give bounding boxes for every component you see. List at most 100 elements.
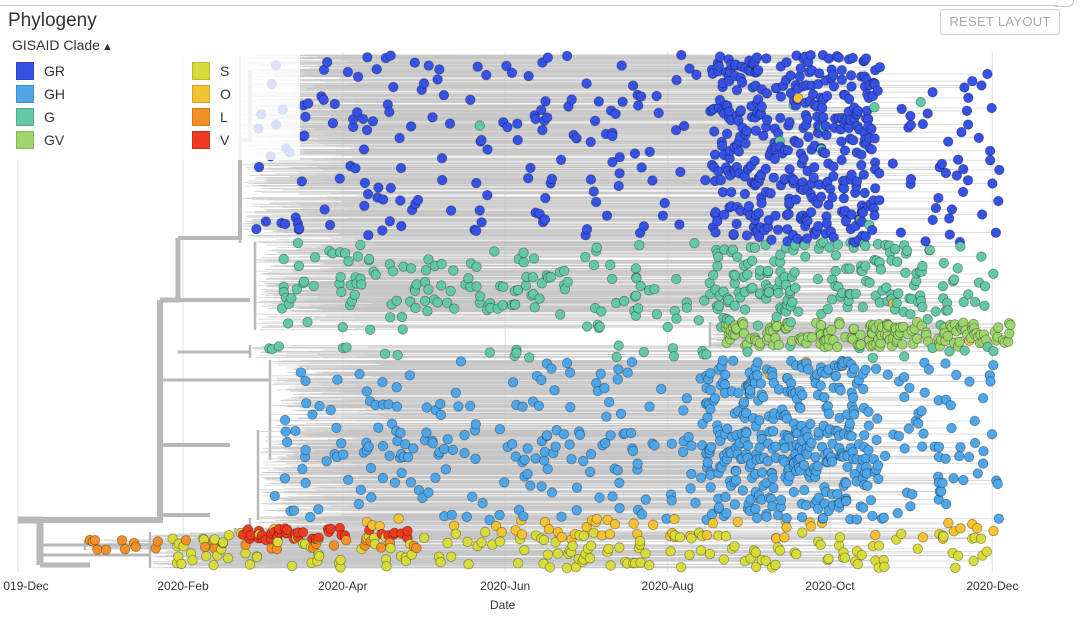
- tip-point-gh[interactable]: [767, 472, 778, 484]
- tip-point-gr[interactable]: [610, 108, 621, 120]
- tip-point-gh[interactable]: [561, 357, 573, 369]
- tip-point-g[interactable]: [391, 295, 402, 307]
- tip-point-gr[interactable]: [828, 171, 839, 182]
- tip-point-gr[interactable]: [607, 156, 618, 168]
- tip-point-gr[interactable]: [818, 112, 829, 123]
- tip-point-gh[interactable]: [948, 473, 959, 484]
- tip-point-g[interactable]: [875, 264, 887, 275]
- tip-point-g[interactable]: [302, 316, 313, 328]
- tip-point-g[interactable]: [747, 282, 758, 293]
- tip-point-gr[interactable]: [869, 210, 880, 221]
- tip-point-gr[interactable]: [395, 162, 407, 174]
- tip-point-g[interactable]: [729, 270, 741, 281]
- tip-point-gr[interactable]: [874, 168, 885, 179]
- tip-point-gr[interactable]: [753, 207, 765, 219]
- tip-point-g[interactable]: [752, 320, 764, 331]
- tip-point-gh[interactable]: [484, 514, 495, 526]
- tip-point-gh[interactable]: [377, 376, 388, 388]
- tip-point-gr[interactable]: [846, 81, 857, 92]
- tip-point-g[interactable]: [613, 340, 624, 351]
- tip-point-gh[interactable]: [683, 431, 694, 443]
- tip-point-g[interactable]: [419, 295, 431, 307]
- tip-point-gr[interactable]: [253, 161, 265, 173]
- tip-point-gh[interactable]: [536, 374, 547, 386]
- tip-point-gh[interactable]: [550, 441, 561, 452]
- tip-point-s[interactable]: [640, 548, 651, 559]
- tip-point-g[interactable]: [901, 245, 913, 256]
- tip-point-s[interactable]: [750, 547, 762, 558]
- tip-point-g[interactable]: [420, 265, 432, 276]
- tip-point-gh[interactable]: [832, 488, 843, 500]
- tip-point-g[interactable]: [742, 346, 753, 358]
- tip-point-gh[interactable]: [354, 368, 365, 380]
- tip-point-gr[interactable]: [963, 92, 974, 104]
- tip-point-gr[interactable]: [952, 154, 964, 165]
- tip-point-gv[interactable]: [1005, 319, 1016, 331]
- tip-point-g[interactable]: [988, 346, 999, 357]
- tip-point-g[interactable]: [536, 278, 548, 289]
- tip-point-g[interactable]: [524, 352, 535, 363]
- tip-point-gh[interactable]: [686, 468, 697, 480]
- tip-point-gh[interactable]: [377, 440, 389, 452]
- tip-point-gh[interactable]: [377, 472, 389, 484]
- tip-point-gh[interactable]: [494, 509, 505, 521]
- tip-point-g[interactable]: [924, 244, 935, 256]
- tip-point-s[interactable]: [729, 541, 740, 552]
- tip-point-o[interactable]: [806, 521, 817, 532]
- tip-point-gr[interactable]: [617, 96, 628, 108]
- tip-point-gr[interactable]: [781, 57, 792, 68]
- tip-point-gr[interactable]: [848, 135, 859, 146]
- tip-point-gr[interactable]: [944, 213, 955, 224]
- tip-point-o[interactable]: [972, 522, 983, 534]
- tip-point-g[interactable]: [812, 273, 824, 285]
- tip-point-gh[interactable]: [470, 453, 481, 465]
- tip-point-g[interactable]: [527, 272, 539, 283]
- tip-point-gh[interactable]: [297, 463, 308, 475]
- tip-point-gh[interactable]: [430, 472, 441, 484]
- tip-point-gh[interactable]: [882, 369, 894, 380]
- tip-point-gr[interactable]: [712, 216, 723, 227]
- tip-point-g[interactable]: [356, 279, 367, 290]
- tip-point-g[interactable]: [605, 259, 616, 271]
- tip-point-gr[interactable]: [838, 193, 850, 204]
- tip-point-gr[interactable]: [808, 172, 819, 183]
- tip-point-gh[interactable]: [627, 445, 639, 457]
- tip-point-gr[interactable]: [770, 210, 781, 221]
- tip-point-gr[interactable]: [737, 77, 748, 88]
- tip-point-g[interactable]: [867, 352, 879, 364]
- tip-point-gr[interactable]: [394, 132, 405, 144]
- legend-item-gr[interactable]: GR: [16, 60, 65, 82]
- tip-point-g[interactable]: [942, 305, 954, 316]
- tip-point-o[interactable]: [628, 518, 639, 529]
- tip-point-gr[interactable]: [585, 136, 596, 148]
- tip-point-gh[interactable]: [571, 505, 582, 516]
- tip-point-gh[interactable]: [986, 429, 998, 440]
- tip-point-gr[interactable]: [296, 176, 308, 187]
- tip-point-gr[interactable]: [802, 113, 813, 125]
- tip-point-gr[interactable]: [476, 134, 487, 146]
- tip-point-g[interactable]: [588, 260, 600, 271]
- tip-point-gr[interactable]: [629, 148, 641, 159]
- tip-point-s[interactable]: [240, 548, 251, 559]
- tip-point-gr[interactable]: [731, 218, 742, 230]
- tip-point-gh[interactable]: [640, 494, 652, 505]
- tip-point-gh[interactable]: [408, 443, 419, 454]
- tip-point-gr[interactable]: [710, 227, 721, 238]
- tip-point-gr[interactable]: [749, 155, 760, 167]
- tip-point-gh[interactable]: [733, 387, 744, 399]
- tip-point-gr[interactable]: [280, 218, 291, 230]
- tip-point-gr[interactable]: [334, 173, 346, 184]
- tip-point-o[interactable]: [496, 526, 507, 538]
- tip-point-gv[interactable]: [832, 341, 843, 353]
- tip-point-gr[interactable]: [432, 74, 443, 85]
- tip-point-gh[interactable]: [391, 382, 402, 393]
- tip-point-gh[interactable]: [530, 453, 541, 464]
- tip-point-gh[interactable]: [801, 500, 812, 511]
- tip-point-gv[interactable]: [916, 320, 927, 331]
- tip-point-g[interactable]: [273, 341, 285, 352]
- tip-point-g[interactable]: [410, 302, 421, 314]
- tip-point-gv[interactable]: [855, 329, 866, 340]
- tip-point-gh[interactable]: [768, 482, 779, 494]
- tip-point-gr[interactable]: [299, 130, 310, 141]
- tip-point-g[interactable]: [282, 318, 294, 329]
